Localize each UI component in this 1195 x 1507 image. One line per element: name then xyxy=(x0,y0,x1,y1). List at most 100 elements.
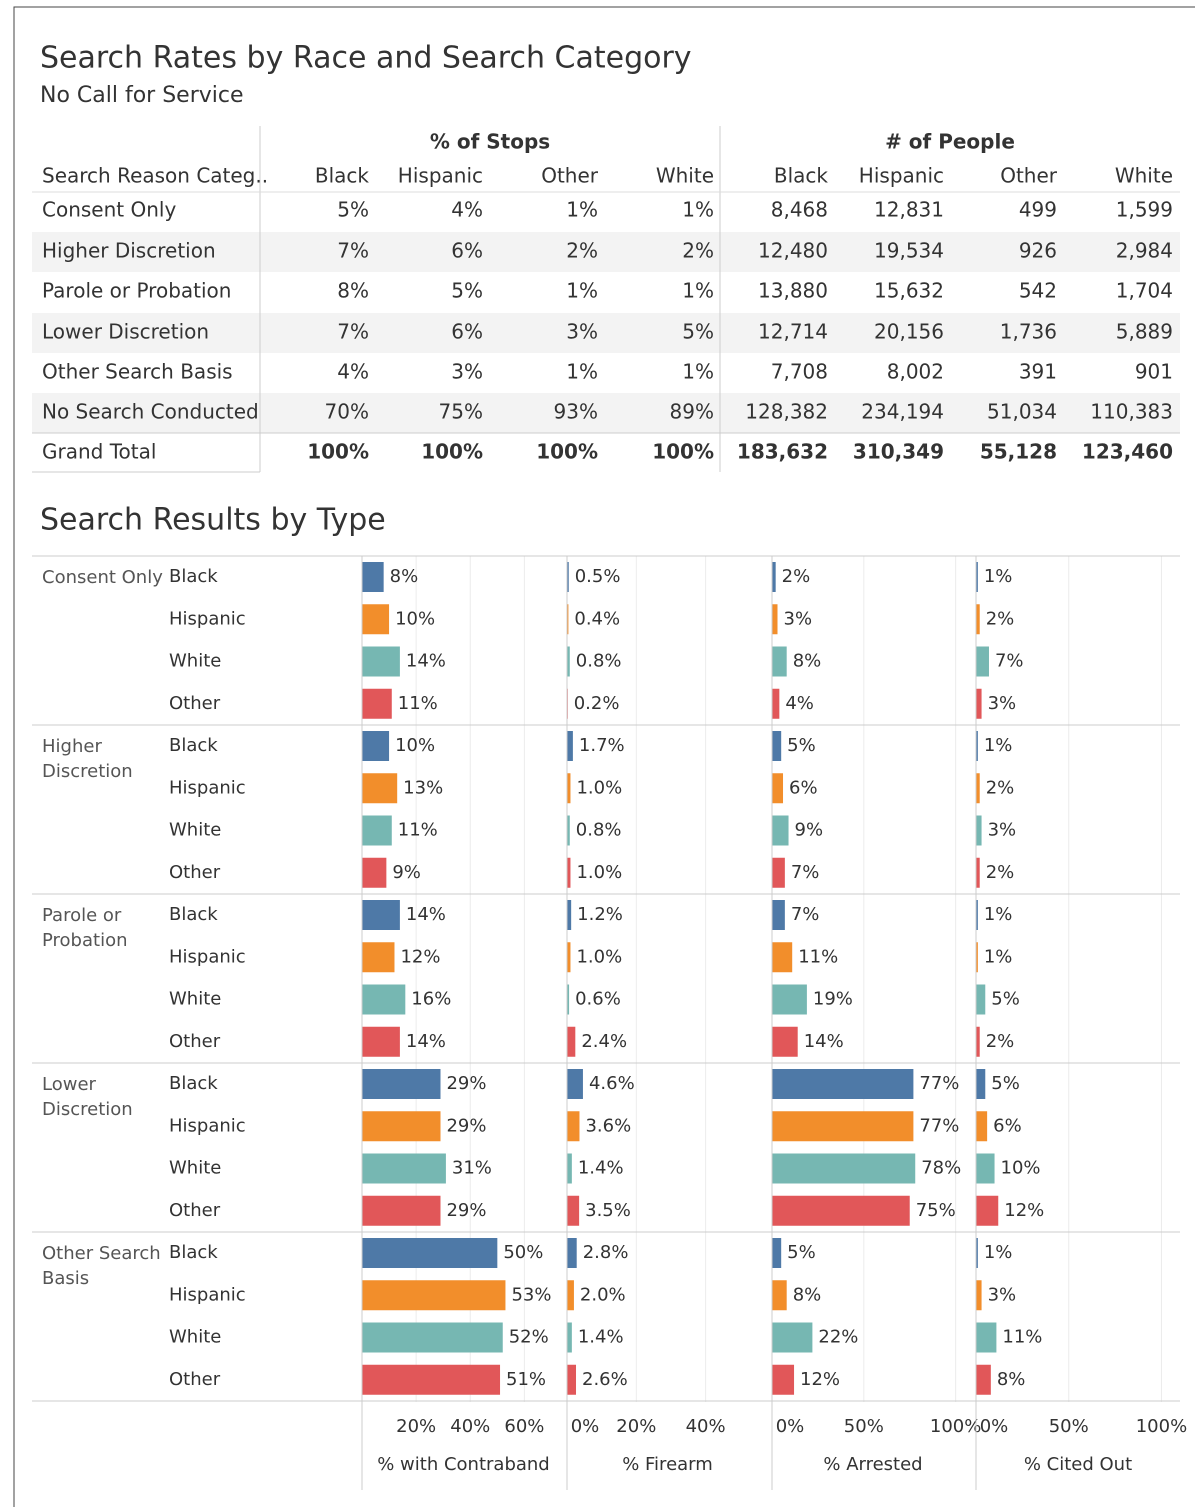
bar xyxy=(362,1280,506,1311)
row-shade xyxy=(32,232,1180,272)
table-cell: 70% xyxy=(325,400,369,424)
bar xyxy=(567,1322,572,1353)
bar xyxy=(362,731,390,761)
table-cell: 5,889 xyxy=(1116,320,1173,344)
data-label: 53% xyxy=(511,1284,551,1305)
data-label: 1.7% xyxy=(579,735,625,756)
bar xyxy=(567,1280,574,1311)
data-label: 2% xyxy=(986,862,1015,883)
panel-label: % Arrested xyxy=(823,1454,922,1475)
data-label: 11% xyxy=(798,946,838,967)
data-label: 12% xyxy=(400,946,440,967)
table-cell: 8% xyxy=(337,279,369,303)
bar xyxy=(567,604,569,635)
data-label: 7% xyxy=(791,862,820,883)
table-cell: 1% xyxy=(682,279,714,303)
bar xyxy=(362,1026,400,1057)
data-label: 11% xyxy=(1002,1327,1042,1348)
data-label: 11% xyxy=(398,693,438,714)
data-label: 2.0% xyxy=(580,1284,626,1305)
category-label: White xyxy=(169,820,221,841)
column-header: Hispanic xyxy=(859,164,944,188)
table-cell: 19,534 xyxy=(874,239,944,263)
bar xyxy=(567,857,571,888)
table-cell: 51,034 xyxy=(987,400,1057,424)
bar xyxy=(362,900,400,930)
table-cell: 5% xyxy=(337,198,369,222)
bar xyxy=(362,1111,441,1142)
x-tick-label: 100% xyxy=(930,1416,981,1437)
bar xyxy=(976,1364,991,1395)
row-label: Consent Only xyxy=(42,198,176,222)
data-label: 1.2% xyxy=(577,904,623,925)
table-cell: 100% xyxy=(536,440,598,464)
table-cell: 8,468 xyxy=(771,198,828,222)
table-cell: 926 xyxy=(1019,239,1057,263)
column-group: % of Stops xyxy=(430,130,550,154)
bar xyxy=(772,604,778,635)
data-label: 8% xyxy=(997,1369,1026,1390)
data-label: 14% xyxy=(804,1031,844,1052)
table-cell: 1% xyxy=(682,198,714,222)
bar xyxy=(976,1153,995,1184)
data-label: 1% xyxy=(984,566,1013,587)
data-label: 51% xyxy=(506,1369,546,1390)
row-label: Higher Discretion xyxy=(42,239,216,263)
table-cell: 2,984 xyxy=(1116,239,1173,263)
data-label: 1% xyxy=(984,904,1013,925)
data-label: 16% xyxy=(411,989,451,1010)
data-label: 8% xyxy=(793,651,822,672)
table-cell: 89% xyxy=(670,400,714,424)
x-tick-label: 0% xyxy=(980,1416,1009,1437)
group-label: Other Search Basis xyxy=(42,1243,161,1289)
bar xyxy=(567,984,570,1015)
data-label: 1.0% xyxy=(576,862,622,883)
category-label: White xyxy=(169,651,221,672)
data-label: 12% xyxy=(1004,1200,1044,1221)
bar xyxy=(976,984,986,1015)
category-label: Other xyxy=(169,1369,221,1390)
bar xyxy=(567,731,573,761)
bar xyxy=(976,1280,982,1311)
bar xyxy=(567,646,570,677)
data-label: 4.6% xyxy=(589,1073,635,1094)
bar xyxy=(772,1026,798,1057)
table-cell: 123,460 xyxy=(1082,440,1173,464)
panel-label: % Firearm xyxy=(622,1454,713,1475)
row-header: Search Reason Categ.. xyxy=(42,164,268,188)
bar xyxy=(772,815,789,846)
x-tick-label: 50% xyxy=(844,1416,884,1437)
table-cell: 100% xyxy=(307,440,369,464)
data-label: 10% xyxy=(395,608,435,629)
data-label: 2% xyxy=(986,608,1015,629)
bar xyxy=(567,1364,577,1395)
bar xyxy=(772,1111,914,1142)
group-label: Consent Only xyxy=(42,567,163,588)
category-label: Other xyxy=(169,1031,221,1052)
bar xyxy=(772,773,784,804)
category-label: Hispanic xyxy=(169,608,246,629)
row-label: Other Search Basis xyxy=(42,360,233,384)
column-header: White xyxy=(1115,164,1173,188)
table-cell: 391 xyxy=(1019,360,1057,384)
table-cell: 110,383 xyxy=(1090,400,1173,424)
x-tick-label: 20% xyxy=(396,1416,436,1437)
data-label: 0.8% xyxy=(576,651,622,672)
table-cell: 15,632 xyxy=(874,279,944,303)
column-header: Black xyxy=(774,164,829,188)
data-label: 1.0% xyxy=(576,946,622,967)
table-cell: 2% xyxy=(682,239,714,263)
table-cell: 234,194 xyxy=(861,400,944,424)
row-shade xyxy=(32,313,1180,353)
frame xyxy=(13,6,1195,1507)
table-cell: 93% xyxy=(554,400,598,424)
data-label: 8% xyxy=(793,1284,822,1305)
category-label: Black xyxy=(169,904,218,925)
row-label: No Search Conducted xyxy=(42,400,259,424)
bar xyxy=(362,773,398,804)
data-label: 29% xyxy=(446,1200,486,1221)
data-label: 0.4% xyxy=(574,608,620,629)
table-cell: 4% xyxy=(337,360,369,384)
data-label: 10% xyxy=(1001,1158,1041,1179)
data-label: 3.6% xyxy=(585,1115,631,1136)
